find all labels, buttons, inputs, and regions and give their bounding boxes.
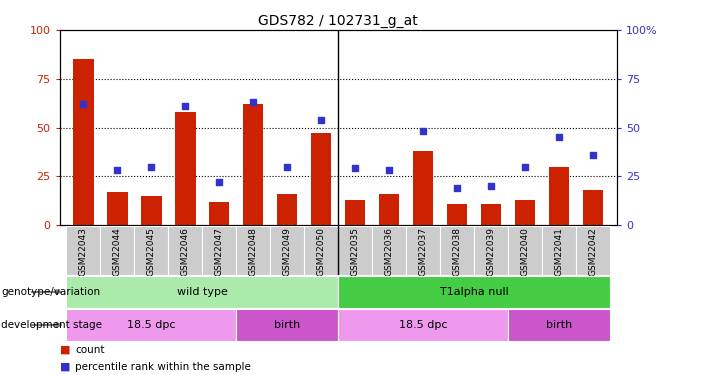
Bar [481,204,501,225]
Bar [508,309,610,341]
Bar [236,226,271,275]
Text: birth: birth [274,320,301,330]
Text: ■: ■ [60,362,70,372]
Text: GSM22045: GSM22045 [147,227,156,276]
Text: GSM22036: GSM22036 [385,227,394,276]
Point [451,185,463,191]
Text: GSM22039: GSM22039 [486,227,496,276]
Text: development stage: development stage [1,320,102,330]
Bar [542,226,576,275]
Point [519,164,531,170]
Text: birth: birth [546,320,572,330]
Text: GSM22035: GSM22035 [350,227,360,276]
Bar [583,190,604,225]
Text: GSM22041: GSM22041 [554,227,564,276]
Text: count: count [75,345,104,355]
Bar [277,194,297,225]
Bar [73,59,93,225]
Point [587,152,599,158]
Text: genotype/variation: genotype/variation [1,287,100,297]
Text: ■: ■ [60,345,70,355]
Bar [67,226,100,275]
Bar [271,226,304,275]
Bar [339,309,508,341]
Bar [67,309,236,341]
Point [247,99,259,105]
Text: T1alpha null: T1alpha null [440,287,508,297]
Text: 18.5 dpc: 18.5 dpc [127,320,175,330]
Bar [447,204,468,225]
Text: GSM22037: GSM22037 [418,227,428,276]
Bar [168,226,203,275]
Bar [379,194,400,225]
Bar [107,192,128,225]
Text: GSM22046: GSM22046 [181,227,190,276]
Point [146,164,157,170]
Bar [135,226,168,275]
Text: GSM22042: GSM22042 [589,227,597,276]
Bar [440,226,474,275]
Bar [413,151,433,225]
Bar [203,226,236,275]
Text: percentile rank within the sample: percentile rank within the sample [75,362,251,372]
Bar [236,309,339,341]
Text: GSM22044: GSM22044 [113,227,122,276]
Bar [175,112,196,225]
Text: GSM22043: GSM22043 [79,227,88,276]
Point [554,134,565,140]
Point [111,167,123,173]
Bar [508,226,542,275]
Text: 18.5 dpc: 18.5 dpc [399,320,447,330]
Text: GSM22048: GSM22048 [249,227,258,276]
Text: wild type: wild type [177,287,228,297]
Bar [67,276,339,308]
Bar [515,200,536,225]
Point [214,179,225,185]
Bar [339,226,372,275]
Bar [100,226,135,275]
Bar [141,196,161,225]
Bar [345,200,365,225]
Point [179,103,191,109]
Point [486,183,497,189]
Bar [474,226,508,275]
Title: GDS782 / 102731_g_at: GDS782 / 102731_g_at [259,13,418,28]
Point [78,101,89,107]
Point [350,165,361,171]
Text: GSM22038: GSM22038 [453,227,462,276]
Bar [339,276,610,308]
Bar [304,226,339,275]
Point [315,117,327,123]
Bar [372,226,406,275]
Bar [209,202,229,225]
Text: GSM22047: GSM22047 [215,227,224,276]
Text: GSM22049: GSM22049 [283,227,292,276]
Bar [311,134,332,225]
Text: GSM22040: GSM22040 [521,227,530,276]
Bar [549,166,569,225]
Point [383,167,395,173]
Bar [243,104,264,225]
Text: GSM22050: GSM22050 [317,227,326,276]
Bar [576,226,610,275]
Bar [406,226,440,275]
Point [282,164,293,170]
Point [418,128,429,134]
